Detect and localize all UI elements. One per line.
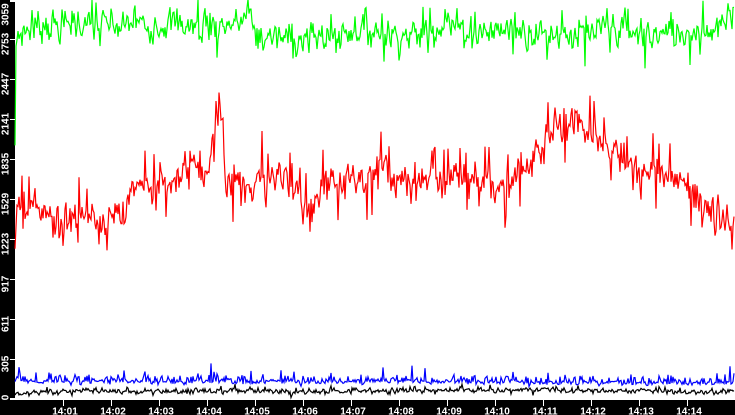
svg-text:0: 0 <box>1 394 12 400</box>
svg-text:14:08: 14:08 <box>388 407 414 415</box>
svg-text:305: 305 <box>1 355 12 372</box>
svg-text:2141: 2141 <box>1 112 12 135</box>
svg-text:14:14: 14:14 <box>676 407 702 415</box>
svg-text:611: 611 <box>1 315 12 332</box>
svg-text:3059: 3059 <box>1 3 12 26</box>
svg-text:1223: 1223 <box>1 232 12 255</box>
svg-text:14:07: 14:07 <box>340 407 366 415</box>
svg-text:14:13: 14:13 <box>628 407 654 415</box>
svg-text:2447: 2447 <box>1 72 12 95</box>
svg-text:14:04: 14:04 <box>196 407 222 415</box>
svg-text:14:12: 14:12 <box>580 407 606 415</box>
svg-text:2753: 2753 <box>1 32 12 55</box>
svg-text:917: 917 <box>1 275 12 292</box>
svg-text:14:06: 14:06 <box>292 407 318 415</box>
svg-text:14:10: 14:10 <box>484 407 510 415</box>
svg-text:14:11: 14:11 <box>532 407 557 415</box>
svg-text:14:09: 14:09 <box>436 407 462 415</box>
svg-text:14:05: 14:05 <box>244 407 270 415</box>
svg-text:14:02: 14:02 <box>100 407 126 415</box>
svg-text:14:01: 14:01 <box>52 407 78 415</box>
svg-text:1529: 1529 <box>1 192 12 215</box>
svg-text:1835: 1835 <box>1 152 12 175</box>
svg-text:14:03: 14:03 <box>148 407 174 415</box>
